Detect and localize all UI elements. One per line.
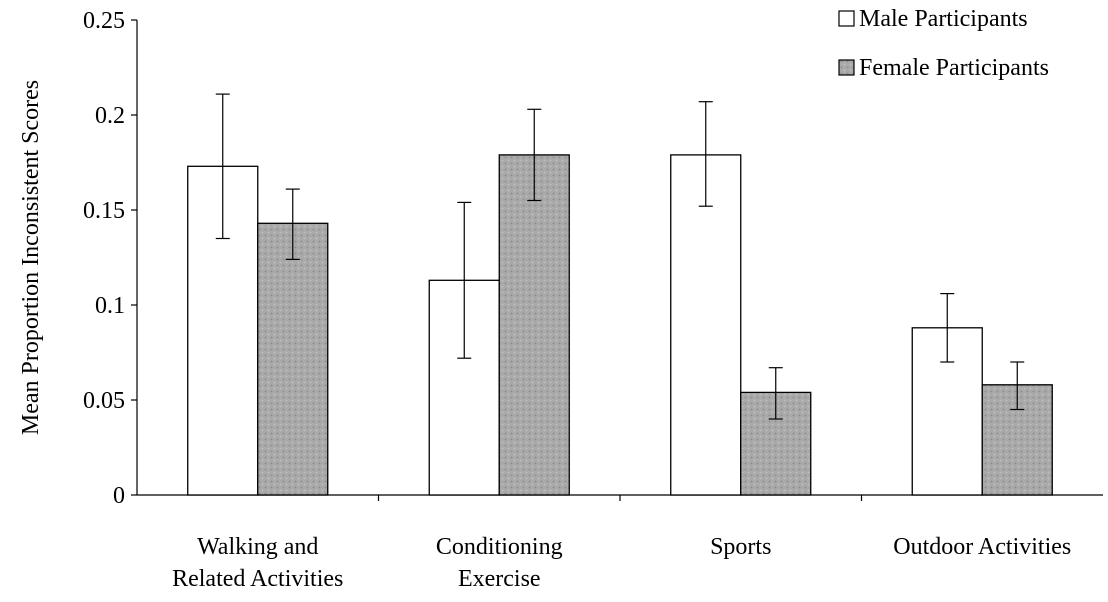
- x-category-label: Related Activities: [172, 566, 343, 592]
- error-bar: [768, 367, 783, 420]
- bar-male: [670, 154, 742, 496]
- y-tick-label: 0.15: [83, 198, 125, 224]
- y-tick-label: 0.1: [95, 293, 125, 319]
- x-category-label: Exercise: [458, 566, 541, 592]
- error-bar: [1010, 361, 1025, 411]
- error-bar: [527, 108, 542, 202]
- error-bar: [285, 188, 300, 260]
- legend-label-female: Female Participants: [859, 55, 1049, 81]
- bar-female: [498, 154, 570, 496]
- error-bar: [940, 293, 955, 363]
- bar-female: [257, 222, 329, 496]
- y-tick-label: 0.25: [83, 8, 125, 34]
- x-category-label: Walking and: [197, 534, 318, 560]
- bars: [187, 154, 1053, 496]
- legend-label-male: Male Participants: [859, 6, 1028, 32]
- error-bar: [698, 101, 713, 207]
- error-bar: [215, 93, 230, 240]
- y-axis-title: Mean Proportion Inconsistent Scores: [18, 80, 44, 435]
- error-bar: [457, 201, 472, 359]
- legend: Male Participants Female Participants: [838, 6, 1049, 81]
- x-category-label: Outdoor Activities: [893, 534, 1071, 560]
- y-tick-label: 0.2: [95, 103, 125, 129]
- legend-swatch-female: [838, 59, 855, 76]
- x-category-label: Conditioning: [436, 534, 563, 560]
- x-category-label: Sports: [710, 534, 771, 560]
- legend-swatch-male: [838, 10, 855, 27]
- labels: 0 0.05 0.1 0.15 0.2 0.25 Mean Proportion Incon…: [18, 8, 1071, 592]
- y-tick-label: 0.05: [83, 388, 125, 414]
- y-tick-label: 0: [113, 483, 125, 509]
- error-bars: [215, 93, 1025, 420]
